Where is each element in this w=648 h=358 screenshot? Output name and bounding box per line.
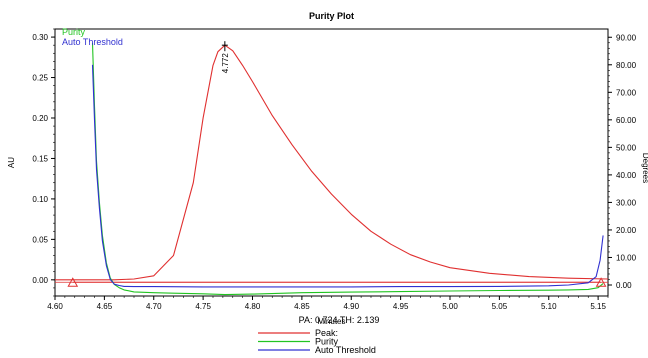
integration-marker [67, 277, 79, 287]
x-tick-label: 4.85 [294, 302, 310, 311]
y-right-tick-label: 60.00 [616, 116, 637, 125]
y-right-tick-label: 0.00 [616, 281, 632, 290]
x-tick-label: 5.10 [541, 302, 557, 311]
purity-info-text: PA: 0.724 TH: 2.139 [299, 315, 380, 325]
y-right-axis-label: Degrees [641, 153, 648, 183]
y-right-tick-label: 10.00 [616, 253, 637, 262]
y-right-tick-label: 30.00 [616, 198, 637, 207]
x-tick-label: 5.15 [590, 302, 606, 311]
x-tick-label: 4.70 [146, 302, 162, 311]
y-left-tick-label: 0.05 [32, 235, 48, 244]
x-tick-label: 4.95 [393, 302, 409, 311]
purity-series-line [91, 42, 604, 296]
y-left-tick-label: 0.25 [32, 74, 48, 83]
threshold-series-line [91, 64, 604, 288]
y-left-axis-label: AU [7, 157, 16, 168]
x-tick-label: 4.75 [195, 302, 211, 311]
y-right-tick-label: 80.00 [616, 61, 637, 70]
x-tick-label: 5.00 [442, 302, 458, 311]
legend-purity-label: Purity [62, 27, 86, 37]
integration-marker [595, 277, 607, 287]
y-left-tick-label: 0.30 [32, 33, 48, 42]
legend-peak-label: Peak: [315, 328, 338, 338]
x-tick-label: 4.65 [97, 302, 113, 311]
plot-border [54, 28, 609, 297]
y-left-tick-label: 0.20 [32, 114, 48, 123]
y-right-tick-label: 50.00 [616, 143, 637, 152]
x-tick-label: 4.80 [245, 302, 261, 311]
y-right-tick-label: 40.00 [616, 171, 637, 180]
y-left-tick-label: 0.10 [32, 195, 48, 204]
legend-threshold-label: Auto Threshold [62, 37, 123, 47]
chart-title: Purity Plot [309, 11, 354, 21]
y-right-tick-label: 90.00 [616, 33, 637, 42]
y-right-tick-label: 20.00 [616, 226, 637, 235]
peak-series-line [55, 44, 609, 281]
y-left-tick-label: 0.15 [32, 154, 48, 163]
x-tick-label: 4.60 [47, 302, 63, 311]
legend-purity-label: Purity [315, 337, 339, 347]
x-tick-label: 4.90 [343, 302, 359, 311]
legend-threshold-label: Auto Threshold [315, 345, 376, 355]
y-right-tick-label: 70.00 [616, 88, 637, 97]
x-tick-label: 5.05 [492, 302, 508, 311]
y-left-tick-label: 0.00 [32, 276, 48, 285]
peak-retention-label: 4.772 [221, 53, 230, 74]
x-axis-label: Minutes [317, 317, 345, 326]
